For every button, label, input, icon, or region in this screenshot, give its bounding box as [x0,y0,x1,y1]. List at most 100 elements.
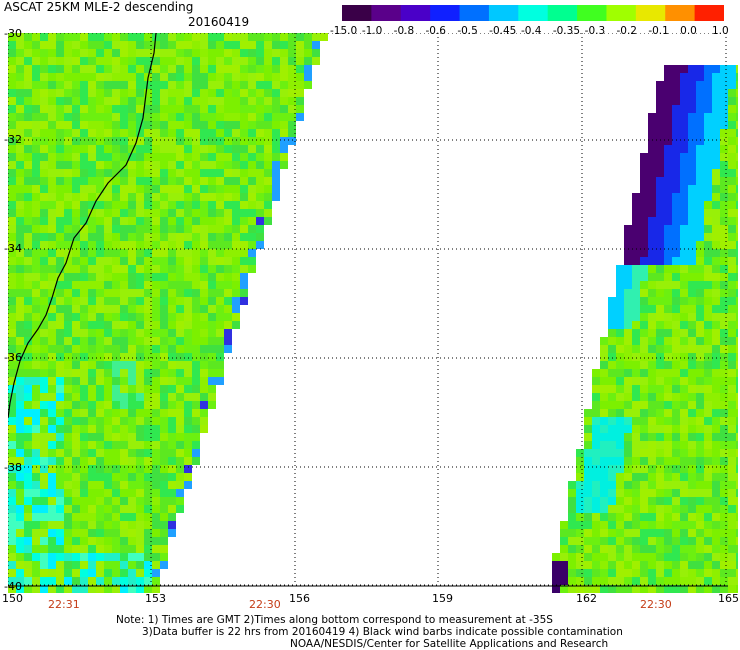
wind-cell [120,545,128,553]
wind-cell [96,57,104,65]
wind-cell [736,481,738,489]
wind-cell [672,561,680,569]
wind-cell [168,73,176,81]
wind-cell [144,585,152,593]
wind-cell [8,465,16,473]
wind-cell [168,329,176,337]
wind-cell [176,113,184,121]
wind-cell [624,241,632,249]
wind-cell [80,209,88,217]
wind-cell [144,89,152,97]
wind-cell [640,185,648,193]
colorbar-tick-label: -0.3 [584,25,606,37]
wind-cell [80,225,88,233]
wind-cell [200,361,208,369]
wind-cell [160,289,168,297]
wind-cell [184,185,192,193]
wind-cell [32,41,40,49]
wind-cell [216,209,224,217]
wind-cell [640,385,648,393]
wind-cell [88,505,96,513]
wind-cell [168,57,176,65]
wind-cell [96,449,104,457]
wind-cell [736,153,738,161]
wind-cell [80,73,88,81]
wind-cell [704,353,712,361]
wind-cell [160,161,168,169]
wind-cell [712,265,720,273]
wind-cell [160,105,168,113]
wind-cell [40,97,48,105]
wind-cell [64,577,72,585]
wind-cell [720,521,728,529]
wind-cell [664,433,672,441]
wind-cell [664,553,672,561]
wind-cell [640,217,648,225]
wind-cell [232,209,240,217]
wind-cell [672,537,680,545]
wind-cell [96,89,104,97]
wind-cell [576,497,584,505]
wind-cell [112,377,120,385]
wind-cell [728,81,736,89]
wind-cell [224,177,232,185]
wind-cell [680,401,688,409]
wind-cell [152,529,160,537]
wind-cell [680,505,688,513]
wind-cell [600,433,608,441]
wind-cell [224,41,232,49]
wind-cell [48,497,56,505]
wind-cell [168,33,176,41]
wind-cell [664,457,672,465]
wind-cell [168,489,176,497]
wind-cell [624,265,632,273]
wind-cell [704,185,712,193]
wind-cell [56,441,64,449]
wind-cell [48,249,56,257]
wind-cell [584,425,592,433]
wind-cell [608,401,616,409]
wind-cell [680,305,688,313]
wind-cell [696,553,704,561]
wind-cell [664,417,672,425]
wind-cell [104,313,112,321]
wind-cell [24,401,32,409]
wind-cell [160,449,168,457]
wind-cell [192,145,200,153]
wind-cell [720,433,728,441]
wind-cell [592,433,600,441]
wind-cell [704,417,712,425]
wind-cell [120,201,128,209]
wind-cell [672,185,680,193]
wind-cell [96,369,104,377]
wind-cell [656,329,664,337]
wind-cell [264,81,272,89]
wind-cell [696,89,704,97]
wind-cell [168,377,176,385]
wind-cell [128,449,136,457]
wind-cell [272,185,280,193]
wind-cell [672,249,680,257]
wind-cell [56,273,64,281]
wind-cell [16,441,24,449]
wind-cell [56,417,64,425]
wind-map [8,33,738,593]
wind-cell [616,465,624,473]
wind-cell [704,553,712,561]
wind-cell [112,281,120,289]
wind-cell [224,225,232,233]
wind-cell [648,465,656,473]
wind-cell [720,121,728,129]
wind-cell [680,425,688,433]
wind-cell [40,297,48,305]
wind-cell [184,233,192,241]
wind-cell [176,257,184,265]
wind-cell [88,561,96,569]
wind-cell [688,345,696,353]
wind-cell [64,521,72,529]
wind-cell [16,121,24,129]
wind-cell [736,561,738,569]
wind-cell [216,169,224,177]
wind-cell [128,97,136,105]
lat-label-32: -32 [4,133,22,146]
